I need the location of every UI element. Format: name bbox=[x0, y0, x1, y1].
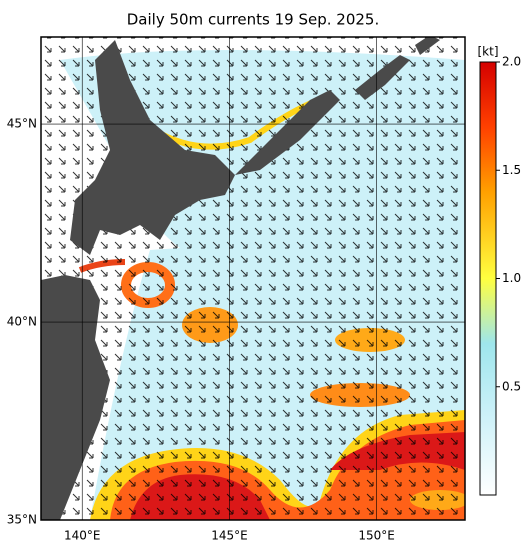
lat-label: 40°N bbox=[7, 315, 37, 329]
lat-label: 45°N bbox=[7, 117, 37, 131]
colorbar-label: 1.0 bbox=[502, 271, 521, 285]
colorbar bbox=[479, 61, 497, 496]
map-area bbox=[41, 37, 465, 520]
lat-label: 35°N bbox=[7, 513, 37, 527]
map-title: Daily 50m currents 19 Sep. 2025. bbox=[127, 11, 380, 29]
colorbar-label: 0.5 bbox=[502, 379, 521, 393]
colorbar-unit: [kt] bbox=[477, 45, 498, 59]
lon-label: 150°E bbox=[358, 529, 395, 543]
colorbar-label: 1.5 bbox=[502, 163, 521, 177]
colorbar-label: 2.0 bbox=[502, 55, 521, 69]
lon-label: 140°E bbox=[64, 529, 101, 543]
lon-label: 145°E bbox=[211, 529, 248, 543]
